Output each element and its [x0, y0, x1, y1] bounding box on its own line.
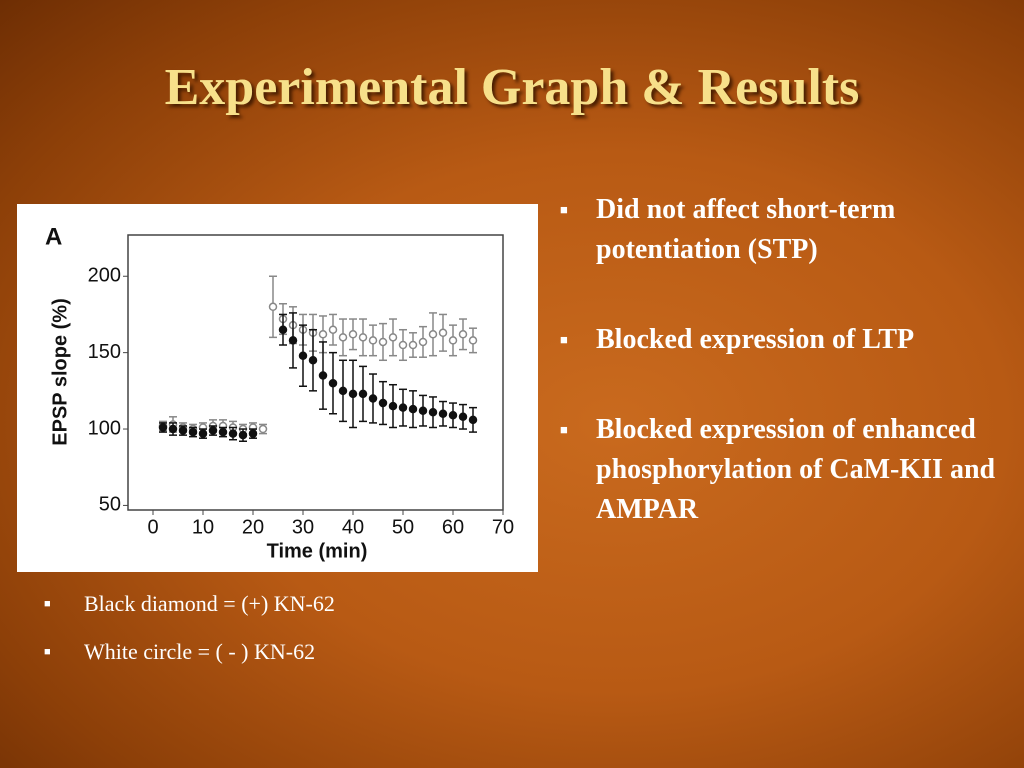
y-tick-label: 150 [88, 341, 121, 363]
marker [358, 389, 368, 399]
marker [428, 330, 438, 339]
marker [348, 389, 358, 399]
marker [378, 337, 388, 347]
marker [278, 325, 288, 334]
panel-label: A [45, 223, 62, 250]
x-tick-label: 40 [342, 516, 364, 538]
marker [388, 401, 398, 411]
x-tick-label: 30 [292, 516, 314, 538]
marker [328, 378, 338, 388]
marker [348, 330, 358, 339]
note: White circle = ( - ) KN-62 [44, 636, 335, 668]
plot-frame [127, 234, 504, 511]
marker [198, 429, 208, 438]
marker [298, 351, 308, 360]
marker [468, 415, 478, 425]
note-list: Black diamond = (+) KN-62 White circle = … [44, 588, 335, 684]
marker [368, 336, 378, 345]
marker [358, 333, 368, 342]
bullet: Blocked expression of enhanced phosphory… [560, 410, 1000, 530]
marker [368, 394, 378, 403]
x-tick-label: 60 [442, 516, 464, 538]
slide-title: Experimental Graph & Results [164, 59, 860, 116]
marker [308, 356, 318, 365]
x-tick-label: 20 [242, 516, 264, 538]
marker [408, 340, 418, 350]
marker [398, 340, 408, 350]
marker [258, 424, 268, 434]
y-axis-label: EPSP slope (%) [49, 298, 71, 445]
bullet: Blocked expression of LTP [560, 320, 1000, 360]
x-tick-label: 10 [192, 516, 214, 538]
marker [228, 429, 238, 438]
marker [468, 336, 478, 345]
x-tick-label: 50 [392, 516, 414, 538]
marker [248, 429, 258, 438]
marker [318, 371, 328, 380]
marker [208, 426, 218, 435]
x-axis-label: Time (min) [267, 540, 368, 562]
marker [448, 336, 458, 345]
marker [418, 337, 428, 347]
note: Black diamond = (+) KN-62 [44, 588, 335, 620]
marker [288, 336, 298, 345]
marker [398, 403, 408, 412]
marker [218, 427, 228, 437]
marker [458, 330, 468, 339]
marker [238, 430, 248, 440]
marker [428, 407, 438, 417]
y-tick-label: 50 [99, 494, 121, 516]
marker [328, 325, 338, 334]
marker [388, 333, 398, 342]
marker [378, 398, 388, 408]
marker [338, 333, 348, 342]
bullet-list: Did not affect short-term potentiation (… [560, 190, 1000, 580]
marker [438, 328, 448, 338]
marker [438, 409, 448, 418]
marker [178, 426, 188, 435]
marker [188, 427, 198, 437]
y-tick-label: 200 [88, 265, 121, 287]
y-tick-label: 100 [88, 417, 121, 439]
x-tick-label: 0 [147, 516, 158, 538]
marker [448, 411, 458, 420]
marker [318, 330, 328, 339]
marker [168, 424, 178, 434]
marker [338, 386, 348, 396]
chart-image: A Time (min) EPSP slope (%) 0 10 20 30 40 50 6… [17, 204, 538, 572]
marker [458, 412, 468, 422]
marker [268, 302, 278, 312]
marker [158, 423, 168, 432]
x-tick-label: 70 [492, 516, 514, 538]
bullet: Did not affect short-term potentiation (… [560, 190, 1000, 270]
marker [408, 404, 418, 414]
chart: A Time (min) EPSP slope (%) 0 10 20 30 40 50 6… [45, 223, 514, 562]
marker [418, 406, 428, 415]
